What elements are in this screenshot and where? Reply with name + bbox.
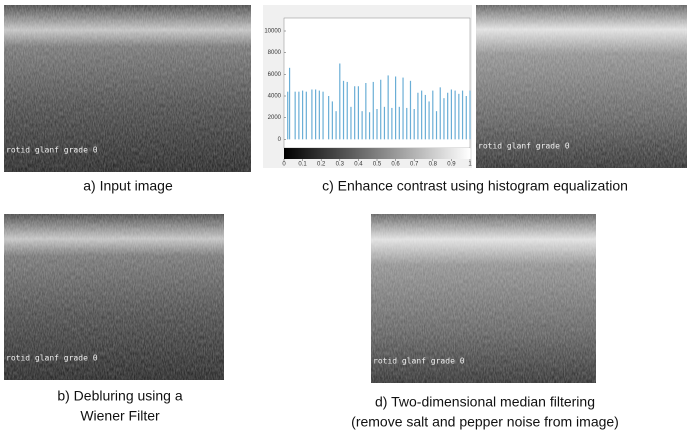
bar [362, 111, 363, 139]
bar [376, 109, 377, 139]
bar [369, 112, 370, 139]
x-tick-label: 0.3 [336, 162, 345, 168]
x-tick-label: 0.5 [373, 162, 382, 168]
bar [287, 92, 288, 140]
figure: rotid glanf grade 0 rotid glanf grade 0 ro… [0, 0, 687, 436]
bar [440, 87, 441, 139]
bar [425, 95, 426, 139]
bar [332, 101, 333, 139]
bar [365, 83, 366, 139]
bar [388, 75, 389, 139]
bar [347, 82, 348, 139]
bar [432, 91, 433, 140]
y-tick-label: 2000 [268, 115, 282, 121]
bar [410, 81, 411, 140]
bar [328, 96, 329, 139]
bar [466, 96, 467, 139]
bar [350, 107, 351, 140]
x-tick-label: 0.2 [317, 162, 326, 168]
bar [399, 107, 400, 140]
bar [384, 107, 385, 140]
bar [354, 86, 355, 139]
caption: a) Input image [83, 178, 173, 194]
x-tick-label: 0.4 [354, 162, 363, 168]
bar [469, 91, 470, 140]
caption: (remove salt and pepper noise from image… [351, 414, 619, 430]
x-tick-label: 0.7 [410, 162, 419, 168]
colorbar [284, 148, 470, 159]
caption: d) Two-dimensional median filtering [375, 394, 595, 410]
bar [339, 64, 340, 140]
bar [402, 78, 403, 140]
bar [462, 91, 463, 140]
bar [311, 90, 312, 140]
bar [343, 81, 344, 140]
bar [306, 92, 307, 140]
bar [295, 92, 296, 140]
image-label: rotid glanf grade 0 [478, 142, 570, 151]
bar [358, 86, 359, 139]
y-tick-label: 10000 [264, 29, 281, 35]
bar [414, 109, 415, 139]
x-tick-label: 0.9 [447, 162, 456, 168]
x-tick-label: 0.6 [391, 162, 400, 168]
image-label: rotid glanf grade 0 [373, 357, 465, 366]
bar [298, 92, 299, 140]
bar [373, 82, 374, 139]
caption: b) Debluring using a [57, 388, 183, 404]
bar [380, 80, 381, 140]
bar [302, 91, 303, 140]
y-tick-label: 8000 [268, 50, 282, 56]
bar [319, 91, 320, 140]
bar [428, 101, 429, 139]
bar [395, 77, 396, 140]
y-tick-label: 4000 [268, 94, 282, 100]
bar [417, 93, 418, 140]
image-label: rotid glanf grade 0 [6, 146, 98, 155]
bar [458, 94, 459, 140]
bar [436, 111, 437, 139]
bar [391, 108, 392, 139]
caption: Wiener Filter [80, 408, 160, 424]
caption: c) Enhance contrast using histogram equa… [322, 178, 628, 194]
bar [451, 90, 452, 140]
x-tick-label: 0.8 [429, 162, 438, 168]
bar [421, 91, 422, 140]
image-label: rotid glanf grade 0 [6, 354, 98, 363]
bar [455, 91, 456, 140]
x-tick-label: 0.1 [298, 162, 307, 168]
bar [289, 68, 290, 140]
bar [447, 93, 448, 140]
bar [406, 108, 407, 139]
bar [322, 92, 323, 140]
bar [315, 90, 316, 140]
bar [335, 111, 336, 139]
y-tick-label: 6000 [268, 72, 282, 78]
bar [443, 98, 444, 139]
